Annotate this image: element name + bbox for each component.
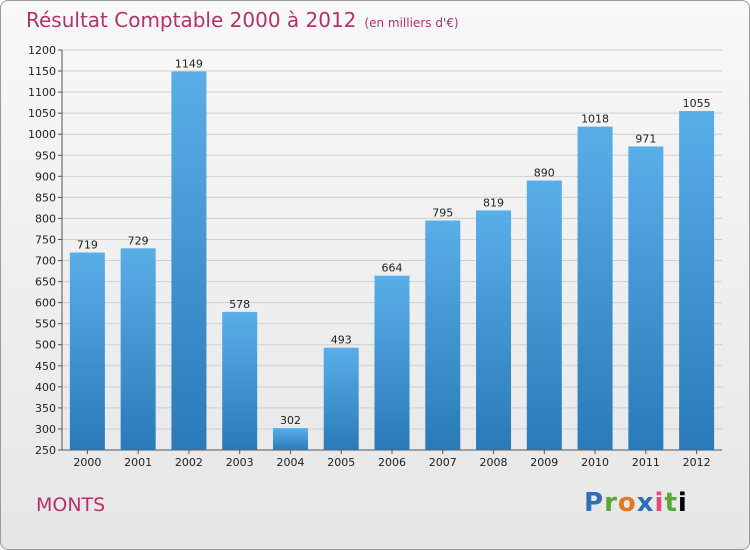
- bar-2001: [120, 248, 156, 450]
- y-tick-label: 300: [35, 423, 56, 436]
- x-tick-label-2002: 2002: [175, 456, 203, 469]
- y-tick-label: 250: [35, 444, 56, 457]
- data-label-2011: 971: [635, 132, 656, 145]
- x-tick-label-2003: 2003: [226, 456, 254, 469]
- y-tick-label: 800: [35, 212, 56, 225]
- chart-title: Résultat Comptable 2000 à 2012 (en millie…: [26, 8, 459, 32]
- y-tick-label: 1150: [28, 65, 56, 78]
- y-tick-label: 1050: [28, 107, 56, 120]
- bar-2009: [526, 180, 562, 451]
- bar-2004: [272, 428, 308, 450]
- y-tick-label: 1100: [28, 86, 56, 99]
- x-tick-label-2010: 2010: [581, 456, 609, 469]
- data-label-2002: 1149: [175, 57, 203, 70]
- y-tick-label: 350: [35, 402, 56, 415]
- bar-2010: [577, 126, 613, 450]
- y-tick-label: 900: [35, 170, 56, 183]
- logo-letter: i: [677, 488, 688, 518]
- logo-letter: x: [636, 488, 655, 518]
- logo-letter: P: [584, 488, 605, 518]
- unit-label: (en milliers d'€): [364, 16, 459, 30]
- x-tick-label-2012: 2012: [683, 456, 711, 469]
- bar-2005: [323, 347, 359, 450]
- y-tick-label: 500: [35, 339, 56, 352]
- y-tick-label: 950: [35, 149, 56, 162]
- y-tick-label: 1200: [28, 44, 56, 57]
- data-label-2009: 890: [534, 167, 555, 180]
- bar-2011: [628, 146, 664, 450]
- bar-2003: [222, 311, 258, 450]
- y-axis-ticks: 250 300 350 400 450 500 550 600 650 700 750 800 850 9…: [28, 44, 62, 457]
- x-tick-label-2007: 2007: [429, 456, 457, 469]
- data-label-2012: 1055: [683, 97, 711, 110]
- x-axis-ticks: 2000 2001 2002 2003 2004 2005 2006 2007 2008 2009…: [73, 450, 711, 469]
- bar-2002: [171, 71, 207, 450]
- data-labels: 719 729 1149 578 302 493 664 795 819 890 1018 971 10…: [77, 57, 711, 427]
- commune-name: MONTS: [36, 494, 106, 516]
- x-tick-label-2011: 2011: [632, 456, 660, 469]
- data-label-2007: 795: [432, 207, 453, 220]
- bars: [69, 71, 715, 451]
- data-label-2010: 1018: [581, 113, 609, 126]
- y-tick-label: 450: [35, 360, 56, 373]
- x-tick-label-2006: 2006: [378, 456, 406, 469]
- data-label-2006: 664: [382, 262, 403, 275]
- data-label-2000: 719: [77, 239, 98, 252]
- x-tick-label-2009: 2009: [530, 456, 558, 469]
- logo-letter: o: [617, 488, 637, 518]
- data-label-2008: 819: [483, 196, 504, 209]
- data-label-2004: 302: [280, 414, 301, 427]
- x-tick-label-2000: 2000: [73, 456, 101, 469]
- x-tick-label-2008: 2008: [480, 456, 508, 469]
- y-tick-label: 550: [35, 318, 56, 331]
- y-tick-label: 600: [35, 297, 56, 310]
- data-label-2005: 493: [331, 334, 352, 347]
- x-tick-label-2005: 2005: [327, 456, 355, 469]
- proxiti-logo: Proxiti: [584, 488, 688, 518]
- data-label-2003: 578: [229, 298, 250, 311]
- data-label-2001: 729: [128, 234, 149, 247]
- y-tick-label: 650: [35, 276, 56, 289]
- logo-letter: i: [654, 488, 665, 518]
- logo-letter: t: [664, 488, 678, 518]
- bar-2000: [69, 252, 105, 450]
- y-tick-label: 750: [35, 233, 56, 246]
- logo-letter: r: [604, 488, 618, 518]
- y-tick-label: 850: [35, 191, 56, 204]
- x-tick-label-2004: 2004: [276, 456, 304, 469]
- bar-2007: [425, 220, 461, 450]
- x-tick-label-2001: 2001: [124, 456, 152, 469]
- bar-2006: [374, 275, 410, 450]
- y-tick-label: 700: [35, 255, 56, 268]
- bar-2008: [476, 210, 512, 450]
- y-tick-label: 1000: [28, 128, 56, 141]
- y-tick-label: 400: [35, 381, 56, 394]
- bar-2012: [679, 111, 715, 450]
